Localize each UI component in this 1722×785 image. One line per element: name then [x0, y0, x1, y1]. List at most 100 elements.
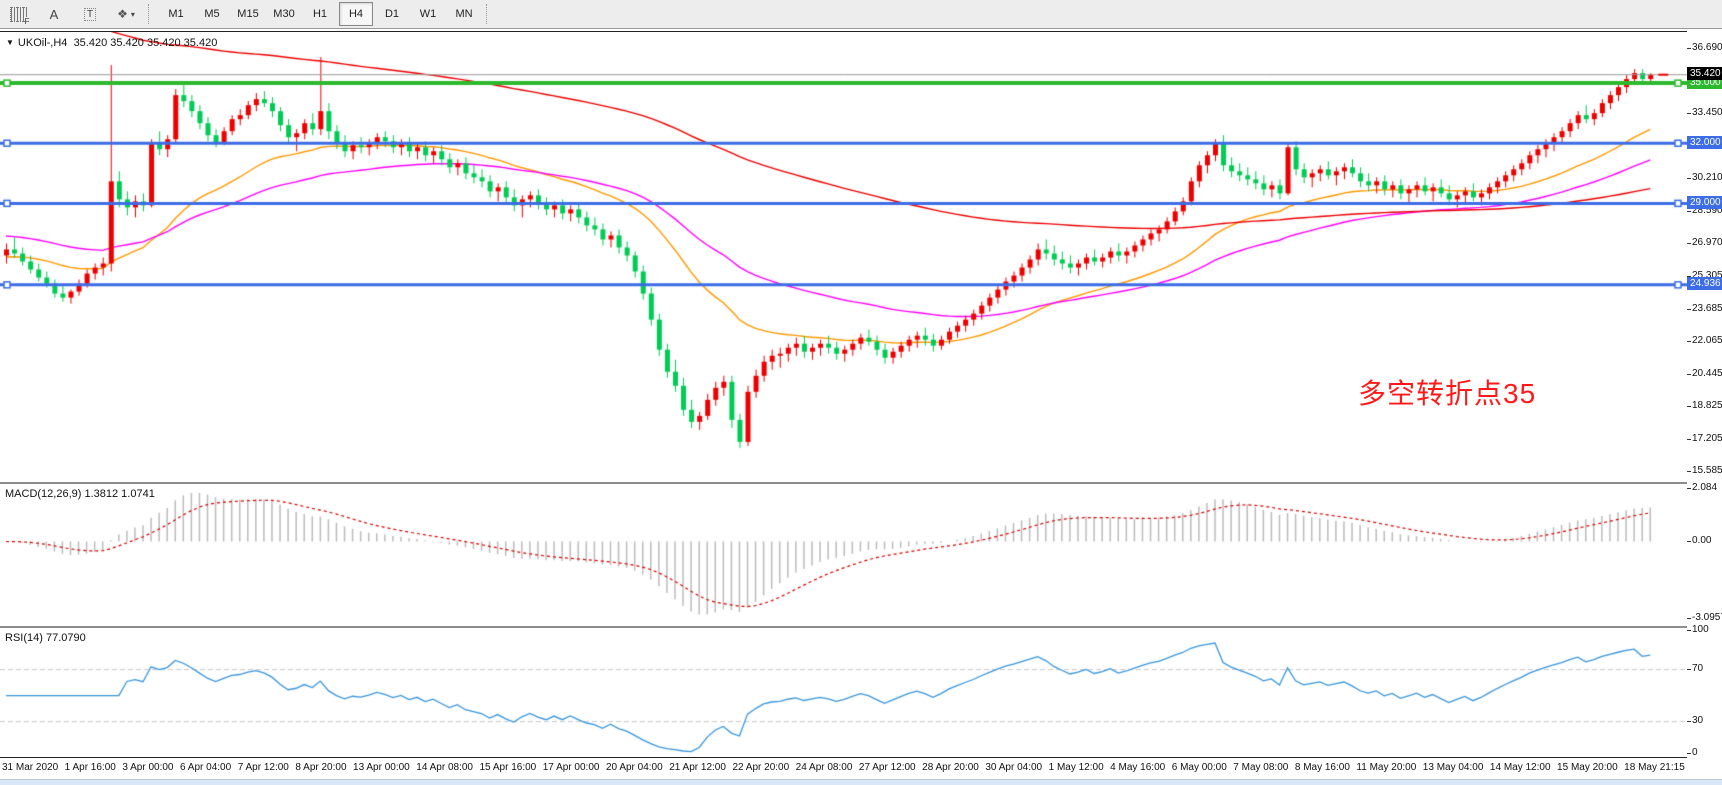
macd-tick-label: -3.0957 — [1692, 611, 1722, 623]
text-tool-button[interactable]: T — [73, 2, 107, 26]
time-tick-label: 7 May 08:00 — [1233, 762, 1289, 773]
axis-tick-mark — [1687, 753, 1691, 754]
time-tick-label: 6 May 00:00 — [1171, 762, 1227, 773]
axis-tick-mark — [1687, 48, 1691, 50]
time-tick-label: 30 Apr 04:00 — [985, 762, 1043, 773]
macd-tick-label: 2.084 — [1692, 482, 1718, 494]
time-tick-label: 14 Apr 08:00 — [416, 762, 473, 773]
price-tick-label: 23.685 — [1692, 302, 1722, 314]
macd-panel-separator[interactable] — [0, 482, 1687, 484]
symbol-header: ▼ UKOil-,H4 35.420 35.420 35.420 35.420 — [6, 37, 217, 49]
timeframe-button-mn[interactable]: MN — [455, 8, 473, 20]
price-tick-label: 33.450 — [1692, 107, 1722, 119]
timeframe-buttons: M1 M5 M15 M30 H1 H4 D1 W1 MN — [158, 0, 482, 28]
rsi-label: RSI(14) 77.0790 — [5, 632, 86, 644]
hline-price-tag: 32.000 — [1687, 135, 1722, 149]
timeframe-button-m30[interactable]: M30 — [273, 8, 295, 20]
price-tick-label: 30.210 — [1692, 172, 1722, 184]
time-tick-label: 21 Apr 12:00 — [669, 762, 726, 773]
axis-tick-mark — [1687, 629, 1691, 631]
price-tick-label: 20.445 — [1692, 367, 1722, 379]
axis-tick-mark — [1687, 276, 1691, 278]
quote-values: 35.420 35.420 35.420 35.420 — [73, 37, 218, 49]
time-tick-label: 14 May 12:00 — [1489, 762, 1551, 773]
time-tick-label: 28 Apr 20:00 — [922, 762, 979, 773]
time-tick-label: 8 May 16:00 — [1294, 762, 1350, 773]
symbol-dropdown-icon[interactable]: ▼ — [6, 38, 14, 47]
timeframe-button-m1[interactable]: M1 — [168, 8, 184, 20]
toolbar-tools: F A T ❖ ▾ — [0, 0, 144, 28]
time-tick-label: 15 Apr 16:00 — [479, 762, 537, 773]
time-tick-label: 11 May 20:00 — [1356, 762, 1417, 773]
axis-tick-mark — [1687, 438, 1691, 440]
rsi-tick-label: 30 — [1692, 714, 1704, 726]
rsi-tick-label: 70 — [1692, 662, 1704, 674]
chevron-down-icon: ▾ — [130, 9, 135, 19]
time-tick-label: 3 Apr 00:00 — [122, 762, 174, 773]
rsi-tick-label: 100 — [1692, 623, 1709, 635]
toolbar: F A T ❖ ▾ M1 M5 M15 M30 H1 H4 D1 W1 MN — [0, 0, 1722, 29]
price-tick-label: 25.305 — [1692, 270, 1722, 282]
axis-tick-mark — [1687, 471, 1691, 473]
price-tick-label: 15.585 — [1692, 465, 1722, 477]
axis-tick-mark — [1687, 488, 1691, 490]
axis-tick-mark — [1687, 406, 1691, 408]
time-tick-label: 13 Apr 00:00 — [353, 762, 410, 773]
grid-icon: F — [9, 6, 30, 26]
rsi-name: RSI(14) — [5, 632, 43, 644]
chart-window[interactable]: ▼ UKOil-,H4 35.420 35.420 35.420 35.420 M… — [0, 31, 1687, 785]
toolbar-separator — [148, 4, 154, 24]
time-tick-label: 6 Apr 04:00 — [180, 762, 232, 773]
font-tool-button[interactable]: A — [37, 2, 71, 26]
price-tick-label: 36.690 — [1692, 42, 1722, 54]
time-tick-label: 17 Apr 00:00 — [542, 762, 600, 773]
axis-tick-mark — [1687, 720, 1691, 722]
time-tick-label: 20 Apr 04:00 — [605, 762, 663, 773]
macd-values: 1.3812 1.0741 — [84, 488, 155, 500]
axis-tick-mark — [1687, 308, 1691, 310]
macd-name: MACD(12,26,9) — [5, 488, 82, 500]
time-tick-label: 7 Apr 12:00 — [237, 762, 289, 773]
time-tick-label: 24 Apr 08:00 — [795, 762, 853, 773]
axis-tick-mark — [1687, 373, 1691, 375]
axis-tick-mark — [1687, 243, 1691, 245]
axis-tick-mark — [1687, 341, 1691, 343]
rsi-tick-label: 0 — [1692, 747, 1698, 758]
timeframe-button-w1[interactable]: W1 — [419, 8, 437, 20]
drawing-tools-button[interactable]: ❖ ▾ — [109, 2, 143, 26]
indicator-grid-tool-button[interactable]: F — [1, 2, 35, 26]
rsi-values: 77.0790 — [45, 632, 86, 644]
timeframe-button-d1[interactable]: D1 — [384, 8, 400, 20]
symbol-name: UKOil-,H4 — [17, 37, 68, 49]
time-tick-label: 13 May 04:00 — [1422, 762, 1484, 773]
timeframe-button-h1[interactable]: H1 — [312, 8, 328, 20]
time-tick-label: 1 May 12:00 — [1048, 762, 1104, 773]
text-icon: T — [83, 7, 97, 21]
price-tick-label: 18.825 — [1692, 400, 1722, 412]
axis-tick-mark — [1687, 210, 1691, 212]
macd-tick-label: 0.00 — [1692, 534, 1712, 546]
time-tick-label: 4 May 16:00 — [1110, 762, 1166, 773]
timeframe-button-h4[interactable]: H4 — [339, 2, 373, 26]
time-tick-label: 22 Apr 20:00 — [732, 762, 790, 773]
time-tick-label: 31 Mar 2020 — [2, 762, 59, 773]
axis-tick-mark — [1687, 178, 1691, 180]
price-axis[interactable]: 36.69035.07033.45031.83030.21028.59026.9… — [1687, 31, 1722, 779]
hline-price-tag: 24.936 — [1687, 277, 1722, 291]
time-axis[interactable]: 31 Mar 2020 1 Apr 16:00 3 Apr 00:00 6 Apr 0… — [0, 757, 1687, 779]
rsi-panel-separator[interactable] — [0, 626, 1687, 628]
axis-tick-mark — [1687, 668, 1691, 670]
timeframe-button-m15[interactable]: M15 — [237, 8, 259, 20]
timeframe-button-m5[interactable]: M5 — [204, 8, 220, 20]
chart-canvas[interactable] — [0, 32, 1687, 785]
macd-label: MACD(12,26,9) 1.3812 1.0741 — [5, 488, 155, 500]
time-tick-label: 15 May 20:00 — [1557, 762, 1618, 773]
chart-annotation-text[interactable]: 多空转折点35 — [1358, 378, 1537, 409]
axis-tick-mark — [1687, 113, 1691, 115]
time-tick-label: 27 Apr 12:00 — [858, 762, 916, 773]
axis-tick-mark — [1687, 617, 1691, 619]
font-icon: A — [49, 6, 59, 22]
current-price-tag: 35.420 — [1687, 67, 1722, 81]
price-tick-label: 28.590 — [1692, 204, 1722, 216]
